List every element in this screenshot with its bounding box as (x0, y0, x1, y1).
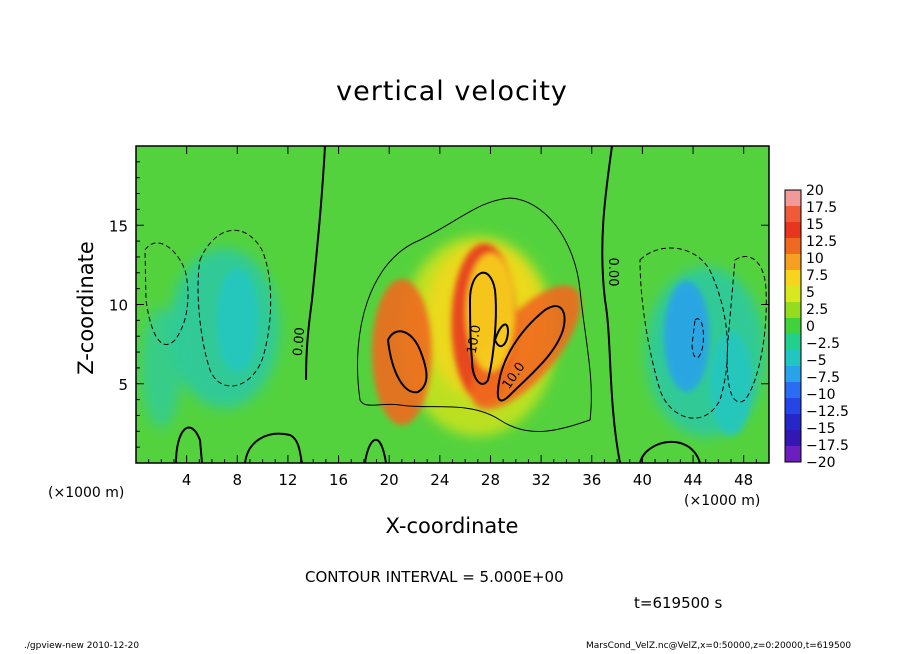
time-stamp: t=619500 s (634, 594, 723, 612)
colorbar-swatch (785, 254, 801, 271)
field-feature-3 (466, 253, 515, 372)
colorbar-label: −12.5 (806, 404, 849, 420)
x-tick-label: 44 (683, 471, 702, 489)
y-tick-label: 5 (118, 376, 128, 394)
colorbar-swatch (785, 302, 801, 319)
colorbar-label: −7.5 (806, 370, 840, 386)
colorbar-swatch (785, 190, 801, 207)
colorbar-swatch (785, 350, 801, 367)
colorbar-swatch (785, 414, 801, 431)
ten-contour-0 (386, 330, 428, 394)
ten-contour-1 (468, 271, 497, 385)
colorbar-frame (784, 189, 802, 463)
y-tick-label: 10 (109, 297, 128, 315)
colorbar-swatch (785, 334, 801, 351)
x-tick-label: 8 (233, 471, 243, 489)
colorbar-swatch (785, 318, 801, 335)
zero-contour-0 (305, 146, 326, 381)
y-tick-label: 15 (109, 217, 128, 235)
colorbar-label: 20 (806, 183, 824, 199)
colorbar-swatch (785, 382, 801, 399)
colorbar-label: 15 (806, 217, 824, 233)
zero-contour-1 (601, 146, 621, 463)
x-axis-label: X-coordinate (385, 514, 519, 538)
x-unit-label-right: (×1000 m) (684, 493, 761, 509)
contour-label: 0.00 (291, 327, 308, 357)
colorbar-label: −10 (806, 387, 836, 403)
colorbar-label: −2.5 (806, 336, 840, 352)
colorbar-swatch (785, 238, 801, 255)
colorbar-swatch (785, 366, 801, 383)
negative-contour-4 (726, 256, 767, 403)
colorbar-label: −20 (806, 455, 836, 471)
colorbar-swatch (785, 286, 801, 303)
colorbar-label: 7.5 (806, 268, 828, 284)
zero-contour-5 (639, 440, 701, 463)
contour-label: 10.0 (465, 324, 485, 355)
colorbar-label: 12.5 (806, 234, 837, 250)
field-feature-4 (216, 268, 259, 373)
x-tick-label: 48 (734, 471, 753, 489)
colorbar-label: 5 (806, 285, 815, 301)
colorbar-swatch (785, 446, 801, 463)
colorbar-label: 0 (806, 319, 815, 335)
x-tick-label: 12 (278, 471, 297, 489)
negative-contour-1 (197, 229, 272, 387)
x-tick-label: 28 (481, 471, 500, 489)
colorbar-label: 2.5 (806, 302, 828, 318)
colorbar-label: −5 (806, 353, 827, 369)
negative-contour-2 (639, 247, 728, 419)
footer-right: MarsCond_VelZ.nc@VelZ,x=0:50000,z=0:2000… (586, 641, 852, 651)
colorbar-label: −15 (806, 421, 836, 437)
field-feature-2 (371, 279, 432, 426)
x-tick-label: 32 (532, 471, 551, 489)
field-feature-1 (471, 285, 581, 410)
colorbar-swatch (785, 222, 801, 239)
cool-region-edge (141, 307, 182, 428)
chart-title: vertical velocity (336, 76, 568, 107)
contour-label: 0.00 (605, 258, 620, 287)
footer-left: ./gpview-new 2010-12-20 (24, 641, 140, 651)
colorbar-swatch (785, 206, 801, 223)
x-tick-label: 40 (633, 471, 652, 489)
negative-contour-3 (691, 318, 704, 359)
zero-contour-3 (244, 432, 303, 463)
zero-contour-4 (364, 438, 387, 463)
x-tick-label: 36 (582, 471, 601, 489)
colorbar-label: 17.5 (806, 200, 837, 216)
field-feature-5 (664, 280, 710, 392)
x-tick-label: 4 (182, 471, 192, 489)
x-tick-label: 20 (380, 471, 399, 489)
ten-contour-3 (493, 323, 510, 348)
colorbar-label: −17.5 (806, 438, 849, 454)
colorbar-swatch (785, 270, 801, 287)
x-unit-label-left: (×1000 m) (48, 485, 125, 501)
colorbar-swatch (785, 398, 801, 415)
contour-interval-note: CONTOUR INTERVAL = 5.000E+00 (305, 568, 564, 586)
colorbar-swatch (785, 430, 801, 447)
zero-contour-2 (175, 426, 203, 463)
x-tick-label: 24 (430, 471, 449, 489)
ten-contour-2 (496, 305, 566, 402)
field-feature-6 (709, 331, 753, 436)
positive-contour-0 (357, 197, 592, 433)
colorbar-label: 10 (806, 251, 824, 267)
x-tick-label: 16 (329, 471, 348, 489)
